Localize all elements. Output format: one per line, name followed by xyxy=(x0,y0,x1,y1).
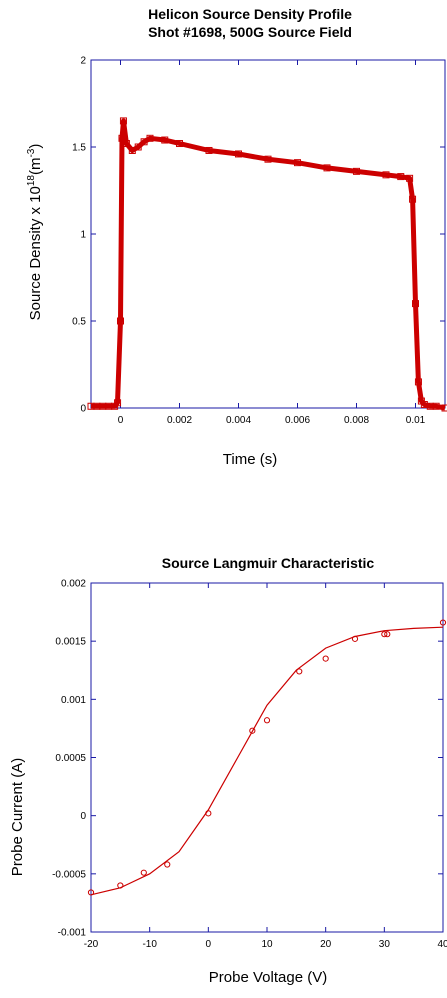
data-point xyxy=(117,317,124,325)
chart-title-line-1: Helicon Source Density Profile xyxy=(148,6,352,22)
y-tick-label: 1 xyxy=(80,230,86,241)
data-point xyxy=(409,195,417,203)
data-point xyxy=(176,140,183,148)
x-axis-label: Time (s) xyxy=(223,451,277,468)
data-point xyxy=(353,167,360,175)
langmuir-chart-svg: Source Langmuir Characteristic Probe Cur… xyxy=(9,555,447,986)
data-point xyxy=(164,861,171,868)
data-point xyxy=(441,404,447,412)
x-tick-label: 0 xyxy=(118,415,124,426)
x-tick-label: 0.01 xyxy=(406,415,426,426)
data-point xyxy=(205,146,213,154)
chart-title: Source Langmuir Characteristic xyxy=(162,555,375,571)
data-point xyxy=(205,810,212,817)
data-point xyxy=(87,889,95,896)
data-point xyxy=(439,619,447,626)
data-point xyxy=(414,378,422,386)
data-point xyxy=(384,631,391,638)
plot-frame xyxy=(90,59,446,409)
fit-curve xyxy=(90,626,444,896)
langmuir-chart: Source Langmuir Characteristic Probe Cur… xyxy=(0,500,447,998)
data-point xyxy=(140,869,147,876)
y-tick-label: 2 xyxy=(80,56,86,67)
data-point xyxy=(117,882,124,889)
x-tick-label: 10 xyxy=(261,939,273,950)
data-point xyxy=(249,727,256,734)
density-trace xyxy=(91,118,446,411)
x-tick-label: 0.002 xyxy=(167,415,192,426)
y-axis-label: Probe Current (A) xyxy=(9,758,26,876)
y-tick-label: 0 xyxy=(80,404,86,415)
x-tick-label: -20 xyxy=(84,939,99,950)
data-point xyxy=(294,159,301,167)
y-axis-label: Source Density x 1018(m-3) xyxy=(26,144,44,321)
density-chart-svg: Helicon Source Density Profile Shot #169… xyxy=(26,6,447,468)
data-point xyxy=(382,171,390,179)
data-point xyxy=(114,399,122,407)
y-tick-label: -0.001 xyxy=(58,928,87,939)
y-tick-label: 0.0005 xyxy=(55,753,86,764)
y-tick-label: 0.001 xyxy=(61,695,86,706)
x-tick-label: -10 xyxy=(142,939,157,950)
data-point xyxy=(351,635,359,642)
x-tick-label: 0.008 xyxy=(344,415,369,426)
data-point xyxy=(161,136,169,144)
y-tick-label: 1.5 xyxy=(72,143,86,154)
data-point xyxy=(296,668,303,675)
data-point xyxy=(406,174,414,182)
x-tick-label: 0.004 xyxy=(226,415,251,426)
data-point xyxy=(134,143,142,151)
y-tick-label: -0.0005 xyxy=(52,869,86,880)
y-tick-label: 0.0015 xyxy=(55,637,86,648)
data-point xyxy=(397,173,405,181)
chart-title-line-2: Shot #1698, 500G Source Field xyxy=(148,24,352,40)
data-point xyxy=(323,164,331,172)
x-tick-label: 30 xyxy=(379,939,391,950)
x-tick-label: 0.006 xyxy=(285,415,310,426)
data-point xyxy=(381,631,388,638)
data-point xyxy=(119,117,127,125)
data-point xyxy=(263,717,271,724)
x-tick-label: 0 xyxy=(206,939,212,950)
x-tick-label: 40 xyxy=(437,939,447,950)
data-point xyxy=(264,155,272,163)
data-point xyxy=(322,655,329,662)
data-point xyxy=(122,140,130,148)
data-point xyxy=(412,300,419,308)
y-tick-label: 0.002 xyxy=(61,579,86,590)
x-axis-label: Probe Voltage (V) xyxy=(209,969,327,986)
y-tick-label: 0 xyxy=(80,811,86,822)
data-point xyxy=(235,150,242,158)
data-point xyxy=(146,134,154,142)
y-tick-label: 0.5 xyxy=(72,317,86,328)
plot-frame xyxy=(90,582,444,933)
data-point xyxy=(432,402,440,410)
data-point xyxy=(118,134,126,142)
x-tick-label: 20 xyxy=(320,939,332,950)
density-chart: Helicon Source Density Profile Shot #169… xyxy=(26,6,447,468)
